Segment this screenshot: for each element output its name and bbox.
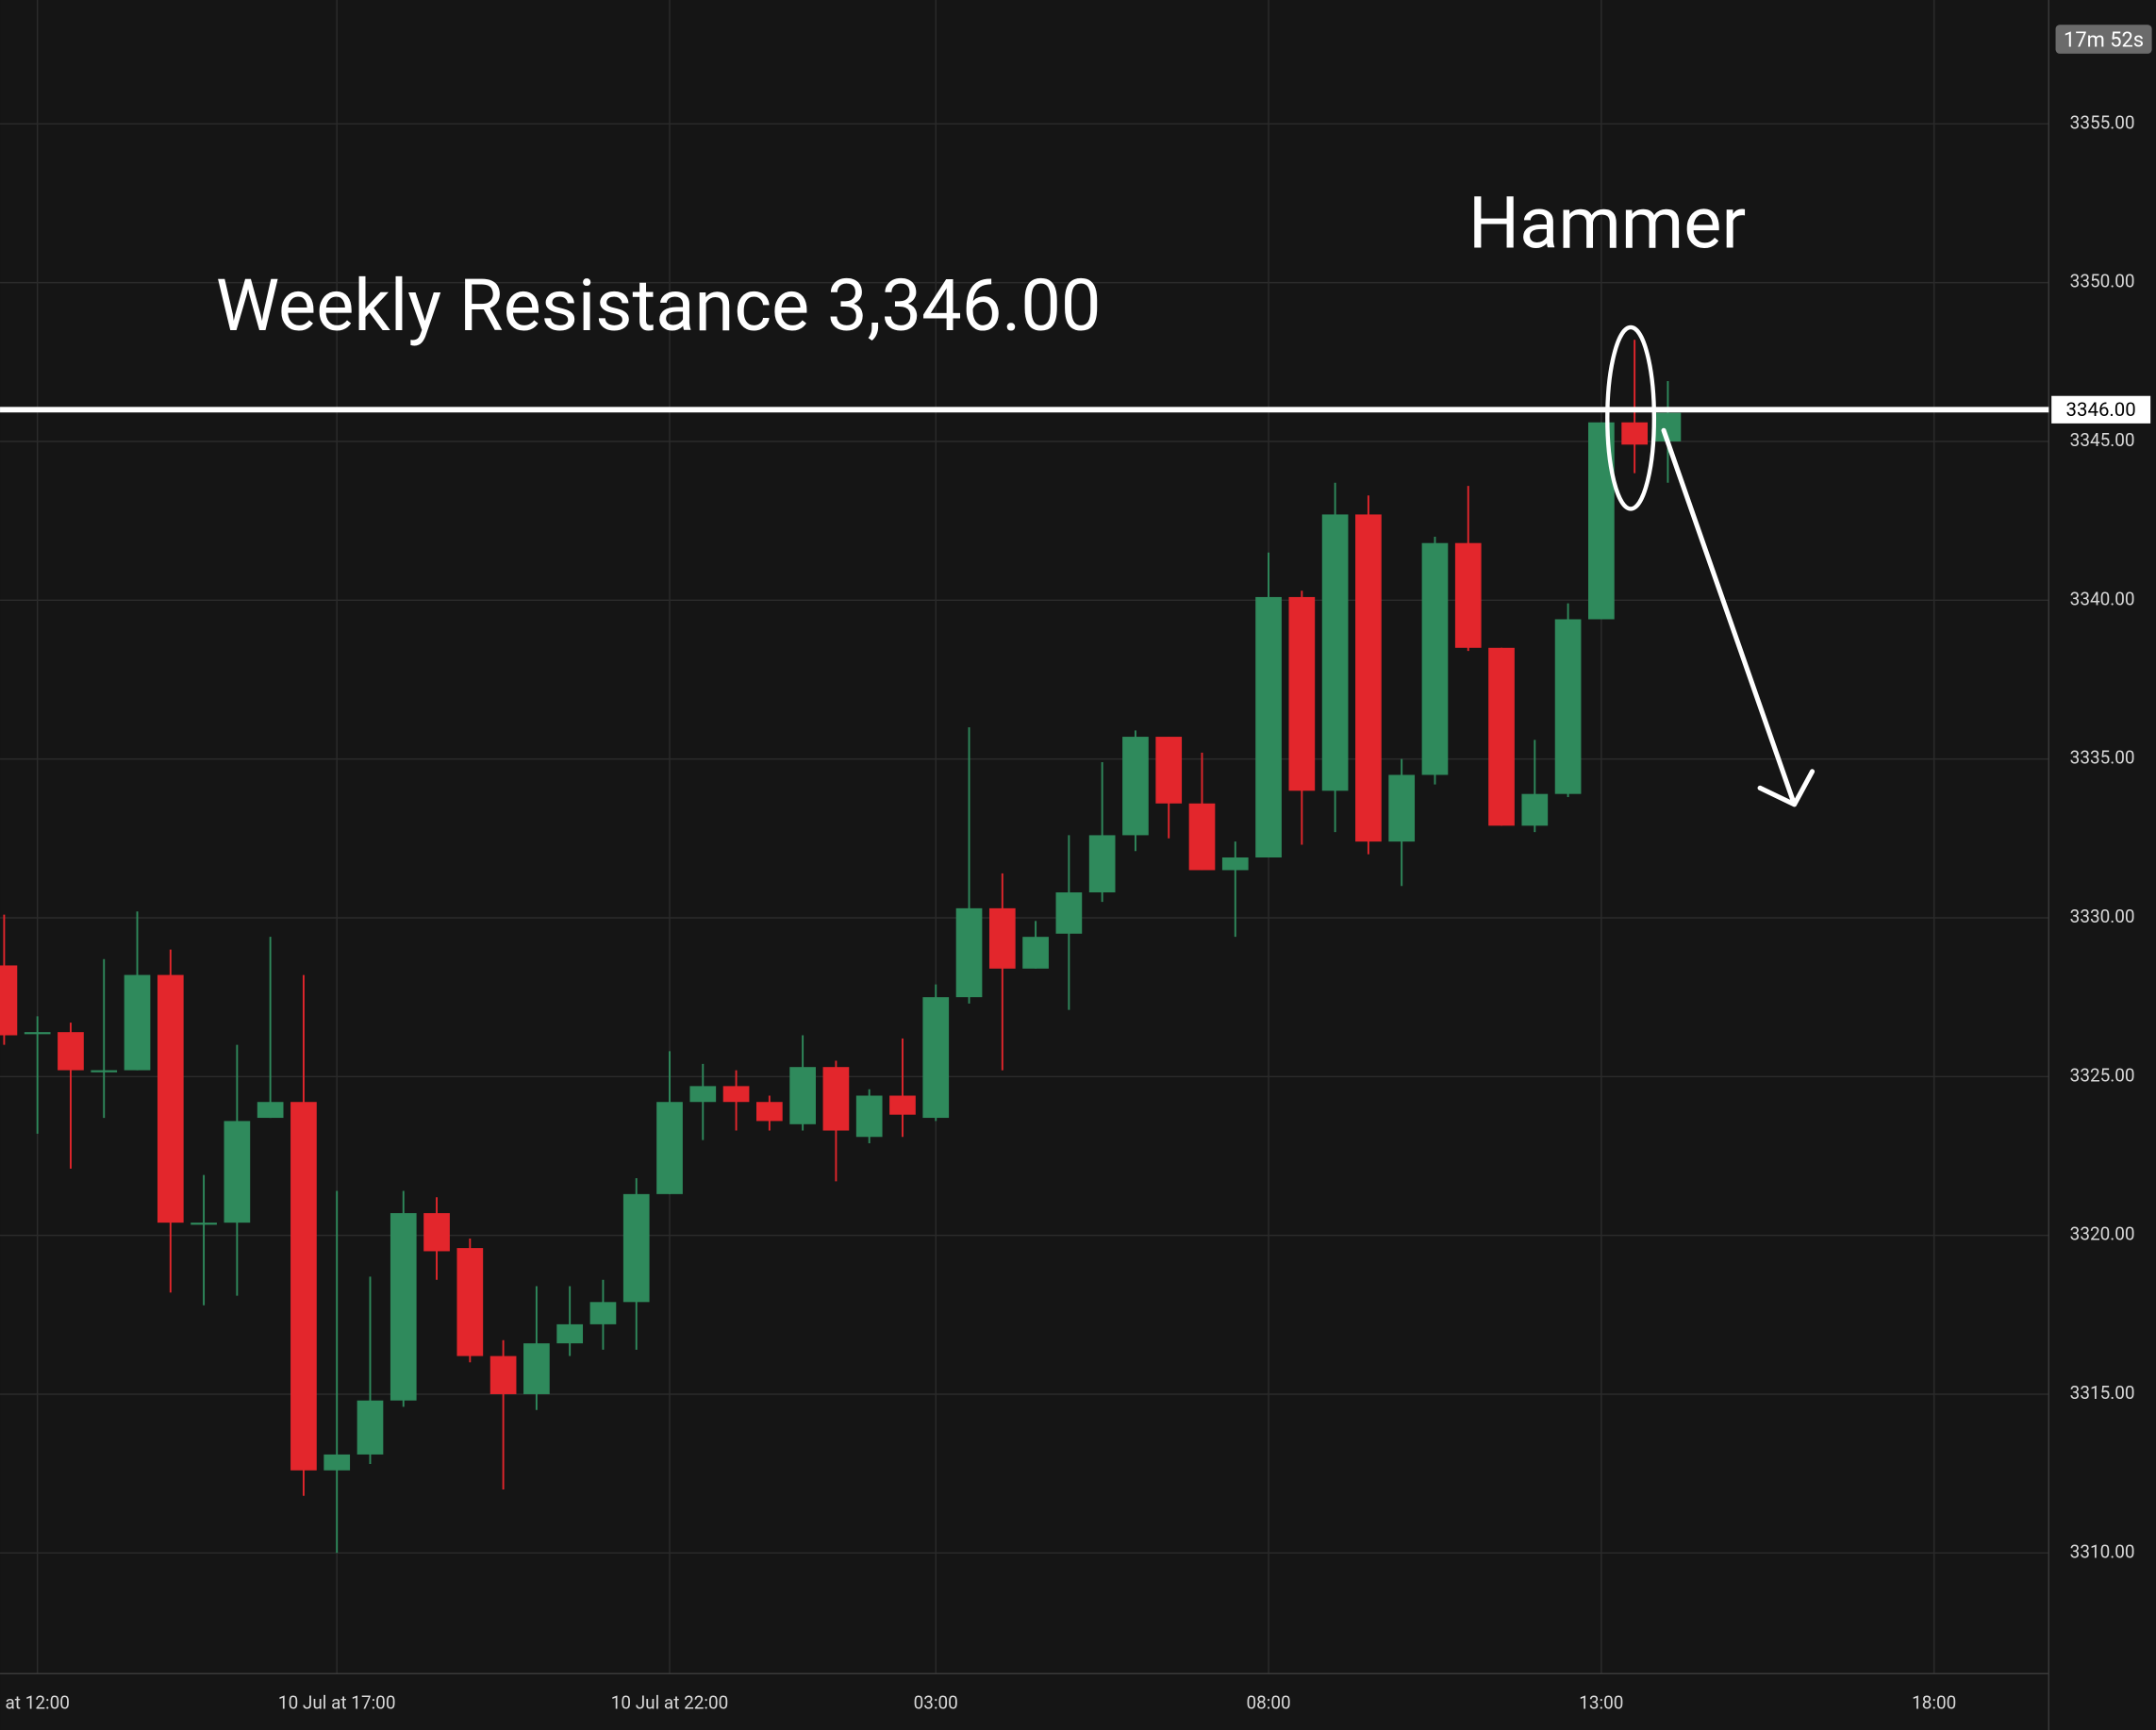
candle-body (1022, 937, 1049, 969)
candle-body (589, 1302, 617, 1324)
candle-body (1521, 793, 1549, 826)
x-tick-label: 18:00 (1912, 1691, 1956, 1713)
x-tick-label: 10 Jul at 22:00 (611, 1691, 729, 1713)
candle-body (955, 907, 983, 998)
y-tick-label: 3330.00 (2070, 906, 2135, 927)
candle-body (1055, 892, 1083, 934)
candle-body (1122, 737, 1149, 836)
grid (0, 0, 2049, 1674)
annotation: Hammer (1468, 181, 1746, 265)
candle-body (556, 1323, 584, 1344)
y-tick-label: 3325.00 (2070, 1064, 2135, 1086)
candle-body (224, 1121, 251, 1223)
axis-labels: 3310.00 3315.00 3320.00 3325.00 3330.00 3335.… (6, 111, 2135, 1713)
x-tick-label: 08:00 (1246, 1691, 1290, 1713)
candle-body (390, 1213, 417, 1401)
candles (0, 340, 1682, 1554)
candle-body (1088, 835, 1116, 893)
countdown: 17m 52s (2064, 29, 2144, 53)
candle-body (58, 1032, 84, 1071)
countdown-box (2055, 25, 2152, 54)
candle-body (157, 974, 184, 1223)
candle-body (290, 1102, 317, 1471)
candle-body (1255, 596, 1282, 857)
annotation: Weekly Resistance 3,346.00 (216, 264, 1102, 348)
x-tick-label: at 12:00 (6, 1691, 70, 1713)
y-tick-label: 3310.00 (2070, 1540, 2135, 1562)
candle-body (1388, 774, 1416, 842)
candle-body (257, 1102, 284, 1119)
y-tick-label: 3335.00 (2070, 747, 2135, 769)
candle-body (423, 1213, 450, 1252)
resistance-label-box (2051, 395, 2151, 424)
candle-body (523, 1343, 550, 1394)
candle-body (489, 1356, 517, 1394)
candle-body (822, 1067, 850, 1131)
y-tick-label: 3320.00 (2070, 1223, 2135, 1245)
down-arrow (1661, 427, 1816, 807)
candle-body (1321, 514, 1349, 791)
overlay: 3346.00 (0, 395, 2151, 424)
candle-body (1621, 422, 1648, 445)
y-tick-label: 3345.00 (2070, 429, 2135, 451)
candle-body (0, 965, 18, 1036)
candle-body (124, 974, 151, 1071)
candle-body (91, 1070, 118, 1073)
candle-body (456, 1248, 484, 1356)
candle-body (24, 1032, 51, 1035)
candle-body (1288, 596, 1316, 791)
candle-body (1454, 542, 1482, 648)
y-tick-label: 3350.00 (2070, 271, 2135, 292)
hammer-circle (1605, 324, 1657, 511)
candle-body (1554, 619, 1582, 794)
candle-body (1188, 803, 1216, 871)
candle-body (656, 1102, 683, 1194)
candle-body (1421, 542, 1449, 775)
x-tick-label: 13:00 (1579, 1691, 1623, 1713)
candle-body (1355, 514, 1382, 842)
candle-body (789, 1067, 816, 1124)
candle-body (756, 1102, 783, 1122)
candle-body (622, 1193, 650, 1303)
y-tick-label: 3315.00 (2070, 1382, 2135, 1404)
candle-body (988, 907, 1016, 969)
candle-body (855, 1095, 883, 1138)
candle-body (1488, 647, 1515, 826)
y-tick-label: 3340.00 (2070, 588, 2135, 609)
candle-body (689, 1086, 717, 1103)
candle-body (323, 1454, 351, 1471)
x-tick-label: 03:00 (914, 1691, 958, 1713)
candle-body (1221, 857, 1249, 871)
candle-body (357, 1400, 384, 1455)
candle-body (1155, 737, 1183, 804)
x-tick-label: 10 Jul at 17:00 (278, 1691, 396, 1713)
candle-body (191, 1223, 217, 1225)
candle-body (722, 1086, 750, 1103)
resistance-label: 3346.00 (2066, 398, 2136, 421)
candle-body (922, 997, 950, 1119)
candle-body (889, 1095, 916, 1115)
y-tick-label: 3355.00 (2070, 111, 2135, 133)
